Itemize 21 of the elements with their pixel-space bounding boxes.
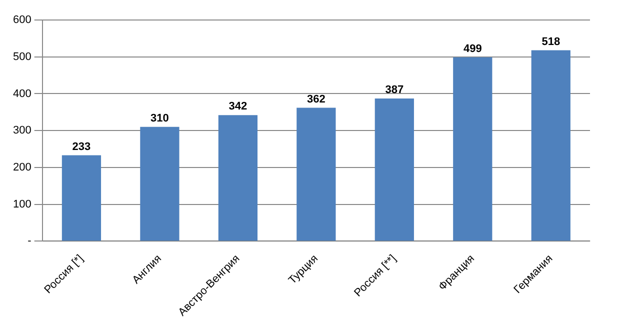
y-tick-label: 200 (12, 162, 32, 174)
bar (218, 115, 258, 241)
bar (531, 50, 570, 241)
y-tick-label: - (28, 235, 32, 248)
bar (453, 57, 492, 241)
y-tick-label: 500 (12, 50, 32, 63)
y-tick-label: 100 (12, 198, 32, 210)
data-label: 362 (306, 93, 326, 106)
bar (140, 126, 180, 241)
y-tick-label: 300 (12, 124, 32, 137)
data-label: 518 (542, 36, 560, 48)
data-label: 342 (228, 100, 248, 113)
data-label: 233 (72, 140, 91, 153)
y-tick-label: 400 (12, 88, 32, 100)
y-tick-label: 600 (12, 14, 32, 26)
data-label: 387 (385, 84, 404, 96)
data-label: 310 (150, 112, 169, 124)
bar (62, 155, 102, 241)
bar (374, 98, 414, 241)
bar (296, 108, 336, 241)
data-label: 499 (463, 42, 482, 55)
